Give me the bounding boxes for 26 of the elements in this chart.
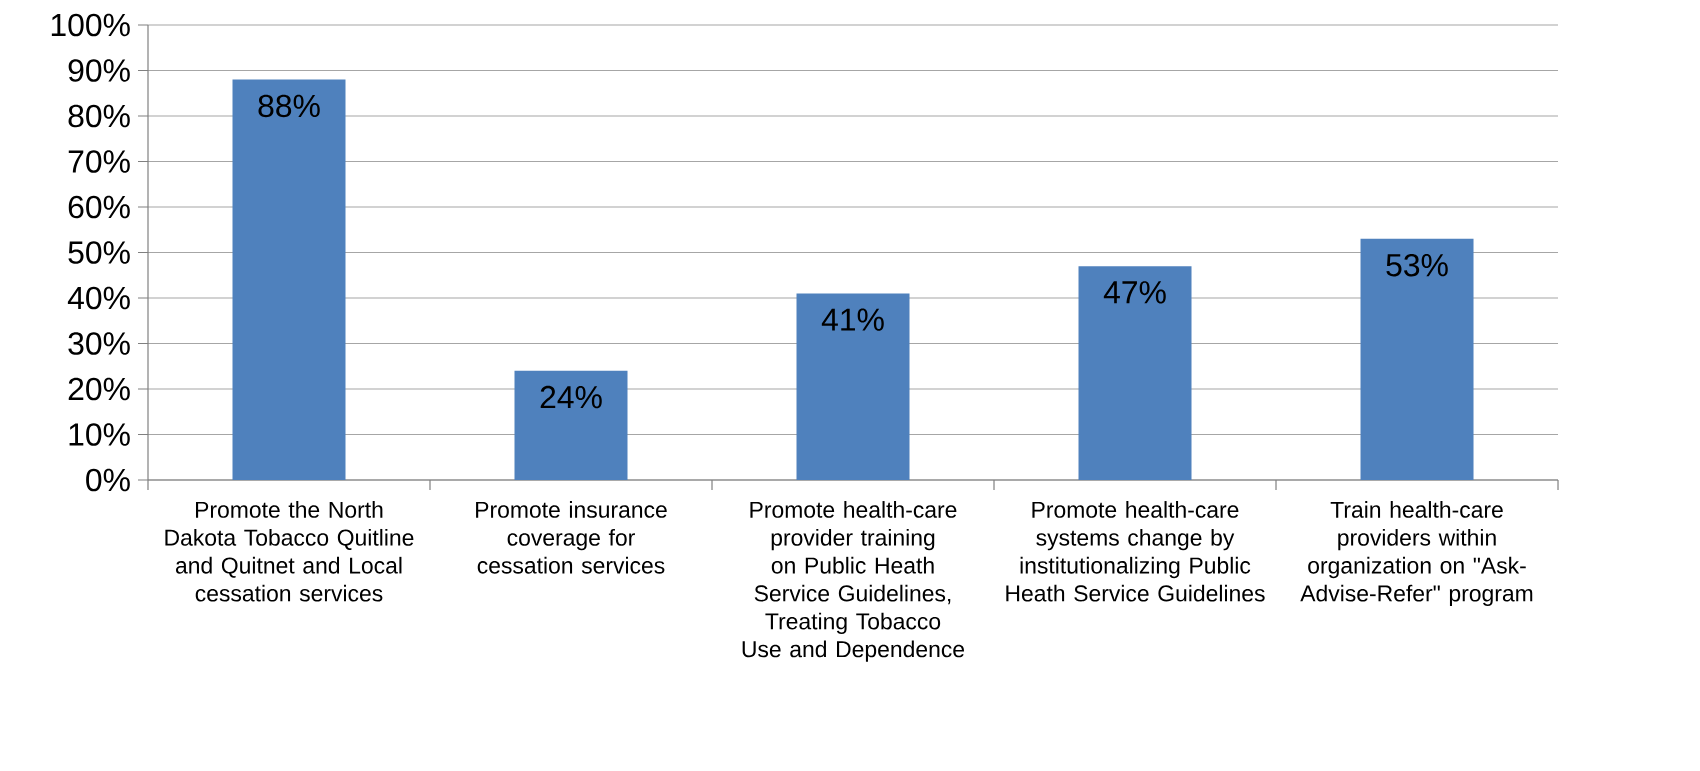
y-tick-label: 0% [86,468,130,492]
y-tick-label: 100% [51,13,130,37]
y-tick-label: 70% [68,150,130,173]
bar [1078,266,1192,480]
y-tick-label: 80% [68,104,130,128]
y-tick-label: 60% [68,195,130,219]
y-tick-label: 90% [68,59,130,82]
bar [514,370,628,480]
x-tick-label: Train health-care providers within organization on "Ask-Advise-Refer" program [1300,501,1533,607]
x-tick-label: Promote insurance coverage for cessation services [476,501,667,574]
x-tick-label: Promote health-care provider training on Public Heath Service Guidelines, Treating Tobacco Use and Dependence [742,501,965,662]
y-tick-label: 50% [68,241,130,264]
bar [796,293,910,480]
data-label: 47% [1103,281,1166,304]
data-label: 41% [821,308,884,331]
data-label: 53% [1386,253,1448,277]
y-tick-label: 20% [68,377,130,401]
bar [1360,238,1474,480]
data-label: 24% [540,385,602,409]
bar [232,79,346,480]
y-tick-label: 10% [69,423,130,446]
y-tick-label: 30% [68,332,130,355]
x-tick-label: Promote health-care systems change by institutionalizing Public Heath Service Guidelines [1006,501,1265,602]
y-tick-label: 40% [67,286,130,310]
x-tick-label: Promote the North Dakota Tobacco Quitline and Quitnet and Local cessation services [165,501,414,602]
data-label: 88% [258,94,320,118]
